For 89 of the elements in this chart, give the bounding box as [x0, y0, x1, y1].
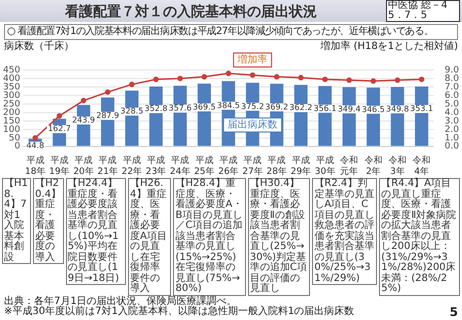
text: 5	[450, 305, 458, 319]
data-label: 44.8	[26, 140, 44, 150]
y2-tick-label: 4.0	[444, 108, 460, 118]
point	[56, 113, 62, 119]
data-label: 349.4	[338, 104, 361, 114]
x-tick-label: 平成27年	[242, 155, 263, 177]
x-tick-label: 令和2年	[364, 155, 382, 177]
point	[322, 76, 328, 82]
x-tick-label: 平成24年	[170, 155, 190, 177]
y-tick-label: 100	[2, 124, 20, 135]
text: 【H20.4】重症度・看護必要度の導入	[33, 178, 64, 264]
x-tick-label: 平成20年	[73, 155, 94, 177]
point	[32, 135, 38, 141]
x-tick-label: 平成21年	[97, 155, 118, 177]
source-note: 出典：各年7月1日の届出状況、保険局医療課調べ。	[4, 296, 237, 306]
point	[298, 74, 304, 80]
y2-tick-label: 7.0	[444, 82, 460, 92]
x-tick-label: 平成23年	[146, 155, 166, 177]
y2-axis-title: 増加率 (H18を1とした相対値)	[320, 41, 458, 52]
y2-tick-label: 8.0	[444, 74, 460, 84]
series-label: 増加率	[236, 54, 268, 66]
data-label: 162.7	[48, 124, 71, 134]
point	[80, 98, 86, 104]
x-tick-label: 令和元年	[340, 155, 358, 177]
text: 中医協 総－4 5．7．5	[386, 0, 460, 22]
data-label: 362.2	[289, 103, 312, 112]
text: 【H18.4】7対1入院基本料創設	[2, 178, 32, 264]
data-label: 384.5	[216, 100, 240, 110]
data-label: 349.8	[386, 104, 409, 114]
data-label: 287.9	[96, 110, 120, 120]
text: 【R4.4】A項目の見直し重症度、医療・看護必要度Ⅱ対象病院の拡大該当患者割合基準の見直し200床以上：(31%/29%→31%/28%)200床未満：(28%/25%)	[381, 178, 456, 294]
y2-tick-label: 0.0	[444, 142, 460, 152]
x-tick-label: 平成30年	[314, 155, 336, 177]
chart-title: 看護配置７対１の入院基本料の届出状況	[64, 3, 318, 21]
x-tick-label: 平成18年	[25, 155, 46, 177]
x-tick-label: 平成22年	[122, 155, 142, 177]
x-tick-label: 平成25年	[194, 155, 215, 177]
point	[346, 77, 352, 83]
text: ※平成30年度以前は7対1入院基本料、以降は急性期一般入院料1の届出病床数	[4, 306, 354, 317]
text: 【H30.4】重症度、医療・看護必要度Ⅱの創設該当患者割合基準の見直し(25%→30%)判定基準の追加C項目の評価の見直し	[250, 178, 307, 294]
text: 【H26.4】重症度、医療・看護必要度A項目の見直し在宅復帰率要件の導入	[130, 178, 167, 294]
data-label: 352.8	[144, 104, 168, 114]
y2-tick-label: 6.0	[444, 90, 460, 101]
x-tick-label: 平成29年	[290, 155, 312, 177]
text: 【R2.4】判定基準の見直しA項目、C項目の見直し救急患者の評価を充実該当患者割合基準の見直し(30%/25%→31%/29%)	[314, 178, 374, 284]
point	[153, 76, 159, 82]
chart-subtitle: ○ 看護配置7対1の入院基本料の届出病床数は平成27年以降減少傾向であったが、近年横ばいである。	[4, 24, 458, 40]
y-tick-label: 450	[2, 65, 20, 76]
x-tick-label: 平成19年	[49, 155, 70, 177]
y-tick-label: 300	[2, 90, 20, 101]
y2-tick-label: 2.0	[444, 124, 460, 135]
x-tick-label: 令和4年	[412, 155, 431, 177]
y2-tick-label: 3.0	[444, 116, 460, 126]
y-tick-label: 0	[14, 142, 20, 152]
data-label: 375.2	[241, 102, 264, 111]
data-label: 356.1	[314, 104, 336, 113]
y-tick-label: 200	[2, 108, 20, 118]
data-label: 357.6	[168, 104, 192, 113]
y-tick-label: 150	[2, 116, 20, 126]
y2-tick-label: 9.0	[444, 65, 460, 76]
point	[104, 89, 110, 95]
series-label: 届出病床数	[228, 118, 278, 131]
point	[370, 78, 376, 84]
y-tick-label: 400	[2, 74, 20, 84]
data-label: 353.1	[410, 104, 434, 114]
x-tick-label: 平成28年	[266, 155, 287, 177]
point	[226, 70, 232, 76]
data-label: 346.5	[362, 104, 385, 114]
data-label: 243.9	[72, 116, 95, 125]
x-tick-label: 平成26年	[218, 155, 239, 177]
data-label: 369.5	[192, 102, 216, 112]
x-tick-label: 令和3年	[388, 155, 406, 177]
point	[394, 77, 400, 83]
text: 【H24.4】重症度・看護必要度該当患者割合基準の見直し(10%→15%)平均在院日数要件の見直し(19日→18日)	[68, 178, 120, 284]
y2-tick-label: 5.0	[444, 99, 460, 110]
text: 【H28.4】重症度、医療・看護必要度A・B項目の見直し／C項目の追加該当患者割合基準の見直し(15%→25%)在宅復帰率の見直し(75%→80%)	[175, 178, 242, 294]
point	[418, 76, 424, 82]
data-label: 328.5	[120, 106, 144, 116]
data-label: 369.2	[265, 102, 288, 112]
y-tick-label: 350	[2, 82, 20, 92]
point	[129, 82, 135, 88]
y-tick-label: 250	[2, 99, 20, 110]
point	[250, 72, 256, 78]
y2-tick-label: 1.0	[444, 133, 460, 144]
point	[274, 74, 280, 80]
y-tick-label: 50	[8, 133, 20, 144]
point	[202, 74, 208, 80]
point	[177, 76, 183, 82]
y-axis-title: 病床数（千床）	[4, 41, 74, 52]
